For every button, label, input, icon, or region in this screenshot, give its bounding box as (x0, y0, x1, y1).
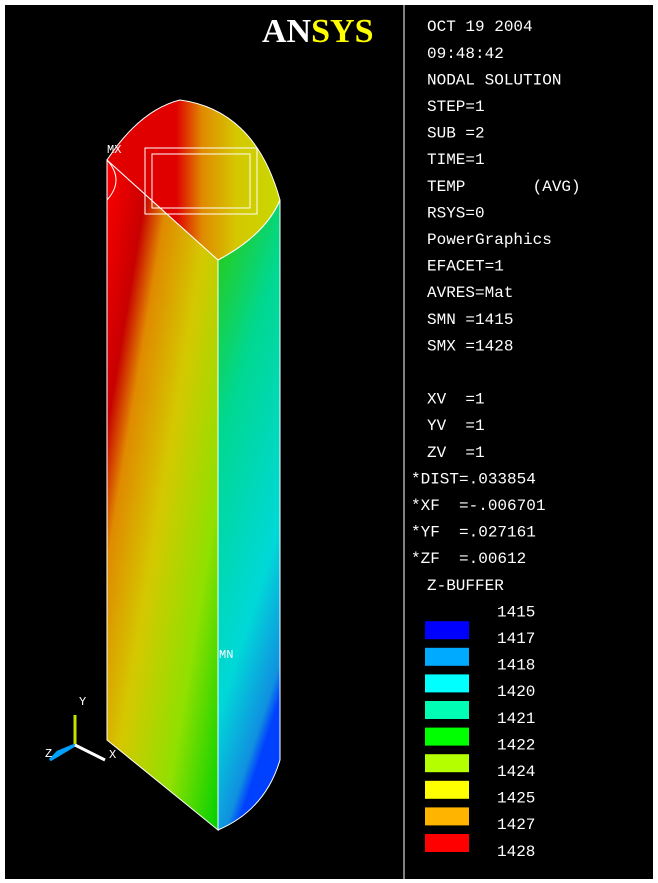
view-line: *ZF =.00612 (411, 550, 526, 568)
model: MX MN (107, 100, 280, 830)
info-line: STEP=1 (427, 98, 485, 116)
legend-swatch (425, 754, 469, 772)
viewport (5, 5, 653, 879)
info-line: OCT 19 2004 (427, 18, 533, 36)
min-label: MN (219, 648, 233, 662)
legend-swatch (425, 701, 469, 719)
legend-label: 1415 (497, 603, 535, 621)
legend-label: 1422 (497, 736, 535, 754)
legend-label: 1418 (497, 657, 535, 675)
info-line: SMN =1415 (427, 311, 513, 329)
view-line: *XF =-.006701 (411, 497, 545, 515)
info-line: EFACET=1 (427, 258, 504, 276)
legend-label: 1420 (497, 683, 535, 701)
left-face (107, 160, 218, 830)
logo-part: AN (262, 13, 312, 50)
info-line: RSYS=0 (427, 204, 485, 222)
legend-label: 1425 (497, 790, 535, 808)
logo: ANSYS (262, 13, 373, 50)
axis-label: X (109, 748, 116, 762)
axis-label: Y (79, 695, 86, 709)
info-line: PowerGraphics (427, 231, 552, 249)
view-line: YV =1 (427, 417, 485, 435)
legend-label: 1427 (497, 816, 535, 834)
view-line: Z-BUFFER (427, 577, 504, 595)
legend-swatch (425, 621, 469, 639)
legend-swatch (425, 834, 469, 852)
right-face (218, 200, 280, 830)
info-line: TEMP (AVG) (427, 178, 581, 196)
screen: MX MN Y Z X ANSYS OCT 19 2004 09:48:42 NOD… (0, 0, 658, 883)
view-line: *YF =.027161 (411, 524, 536, 542)
info-line: SUB =2 (427, 125, 485, 143)
legend-label: 1428 (497, 843, 535, 861)
legend-swatch (425, 807, 469, 825)
view-line: XV =1 (427, 391, 485, 409)
view-line: ZV =1 (427, 444, 485, 462)
legend-swatch (425, 781, 469, 799)
legend-swatch (425, 674, 469, 692)
legend-label: 1424 (497, 763, 535, 781)
legend-swatch (425, 728, 469, 746)
info-line: 09:48:42 (427, 45, 504, 63)
info-line: AVRES=Mat (427, 284, 513, 302)
view-line: *DIST=.033854 (411, 470, 536, 488)
info-line: SMX =1428 (427, 337, 513, 355)
legend-label: 1421 (497, 710, 535, 728)
legend-label: 1417 (497, 630, 535, 648)
legend-swatch (425, 648, 469, 666)
axis-label: Z (45, 747, 52, 761)
logo-part: SYS (311, 13, 373, 50)
info-line: NODAL SOLUTION (427, 71, 561, 89)
max-label: MX (107, 143, 121, 157)
info-line: TIME=1 (427, 151, 485, 169)
